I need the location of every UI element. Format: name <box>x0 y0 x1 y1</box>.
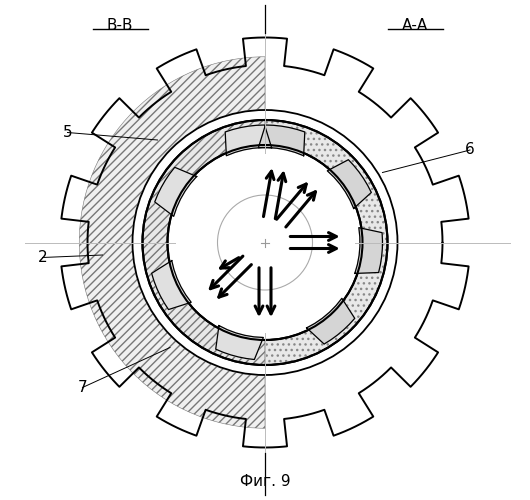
Wedge shape <box>265 120 387 365</box>
Wedge shape <box>143 120 265 365</box>
Text: 6: 6 <box>465 142 475 158</box>
Polygon shape <box>155 168 197 216</box>
Wedge shape <box>265 38 470 448</box>
Circle shape <box>178 155 352 330</box>
Polygon shape <box>328 160 372 208</box>
Polygon shape <box>355 228 383 274</box>
Polygon shape <box>61 38 469 448</box>
Text: 2: 2 <box>38 250 47 265</box>
Polygon shape <box>152 260 191 310</box>
Polygon shape <box>216 326 263 360</box>
Polygon shape <box>225 125 272 156</box>
Text: 5: 5 <box>63 125 72 140</box>
Text: 7: 7 <box>78 380 87 395</box>
Polygon shape <box>307 298 355 344</box>
Circle shape <box>132 110 398 375</box>
Text: А-А: А-А <box>402 18 428 32</box>
Text: В-В: В-В <box>107 18 133 32</box>
Text: Фиг. 9: Фиг. 9 <box>240 474 290 489</box>
Wedge shape <box>80 56 265 428</box>
Polygon shape <box>258 125 305 156</box>
Circle shape <box>178 155 352 330</box>
